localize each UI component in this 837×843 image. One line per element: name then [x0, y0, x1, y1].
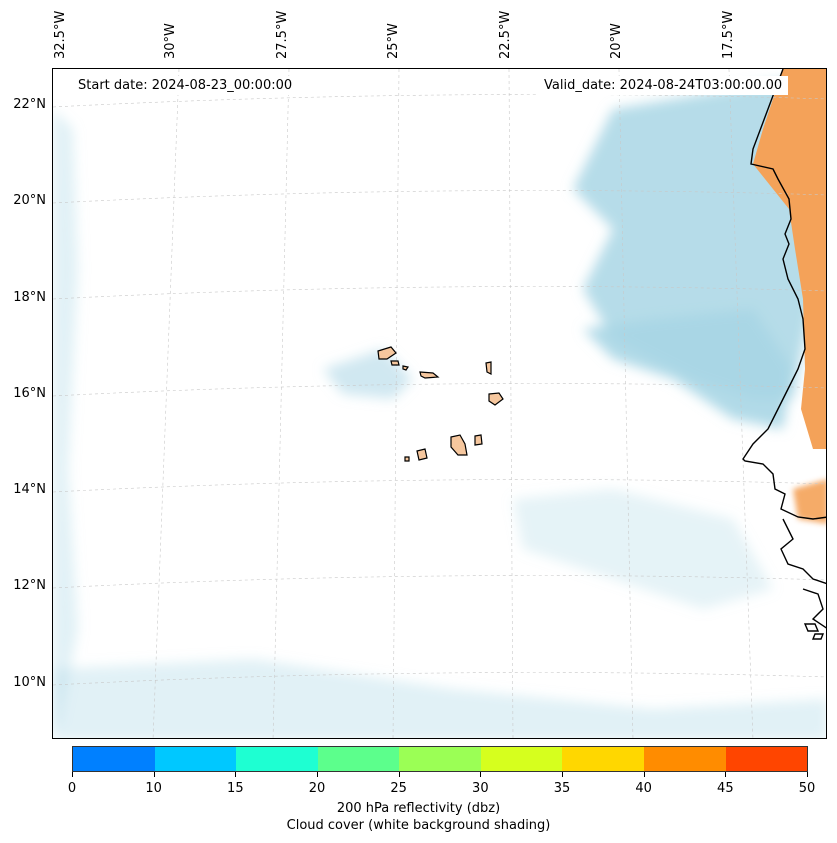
gridline-lon-17.5w — [728, 69, 754, 738]
cloud-area-south-band — [53, 659, 826, 738]
colorbar-segment-0 — [73, 747, 155, 771]
lat-label-18n: 18°N — [13, 290, 46, 305]
island-brava — [404, 456, 410, 462]
lon-label-22.5w: 22.5°W — [498, 10, 513, 59]
colorbar-segment-8 — [725, 747, 808, 771]
island-fogo — [416, 448, 428, 461]
colorbar-tick-label-15: 15 — [227, 781, 244, 796]
colorbar-tick-label-10: 10 — [145, 781, 162, 796]
bijagos-islands — [803, 623, 825, 640]
map-canvas — [53, 69, 826, 738]
gridline-lon-30w — [152, 69, 180, 738]
colorbar-title: 200 hPa reflectivity (dbz) — [336, 801, 501, 816]
island-sal — [485, 361, 492, 375]
colorbar-subtitle: Cloud cover (white background shading) — [286, 818, 551, 833]
colorbar-tick-label-45: 45 — [717, 781, 734, 796]
lat-label-16n: 16°N — [13, 386, 46, 401]
lat-label-14n: 14°N — [13, 482, 46, 497]
coastline-guinea-south — [802, 588, 826, 629]
gridline-lon-25w — [392, 69, 400, 738]
gridline-lon-22.5w — [508, 69, 514, 738]
cloud-cover-shading — [53, 79, 826, 738]
colorbar-tick-50 — [807, 772, 808, 777]
lat-label-20n: 20°N — [13, 193, 46, 208]
gridline-lon-20w — [618, 69, 634, 738]
colorbar-tick-label-30: 30 — [472, 781, 489, 796]
lon-label-20w: 20°W — [609, 23, 624, 59]
graticule — [53, 69, 826, 738]
colorbar-segment-6 — [562, 747, 644, 771]
colorbar-segment-3 — [317, 747, 400, 771]
colorbar-segment-4 — [399, 747, 481, 771]
colorbar-segment-7 — [643, 747, 726, 771]
colorbar-tick-label-35: 35 — [553, 781, 571, 796]
lon-label-32.5w: 32.5°W — [53, 10, 68, 59]
colorbar-tick-20 — [317, 772, 318, 777]
coastline-africa — [742, 69, 826, 640]
gridline-lon-27.5w — [272, 69, 290, 738]
island-santiago — [450, 434, 468, 456]
cloud-area-east-band — [583, 309, 793, 429]
lat-label-22n: 22°N — [13, 97, 46, 112]
colorbar-tick-25 — [398, 772, 400, 777]
colorbar-tick-35 — [562, 772, 563, 777]
lon-label-17.5w: 17.5°W — [721, 10, 736, 59]
cloud-area-west-edge — [53, 109, 78, 729]
coastline-gambia-guinea — [780, 518, 826, 585]
colorbar — [72, 746, 808, 772]
map-panel[interactable] — [52, 68, 827, 739]
colorbar-tick-label-40: 40 — [635, 781, 652, 796]
island-sao-vicente — [390, 360, 400, 366]
colorbar-tick-0 — [72, 772, 73, 777]
colorbar-tick-10 — [153, 772, 155, 777]
colorbar-tick-45 — [725, 772, 727, 777]
colorbar-tick-15 — [235, 772, 237, 777]
reflectivity-area-south — [793, 479, 826, 524]
lat-label-10n: 10°N — [13, 675, 46, 690]
colorbar-tick-40 — [643, 772, 645, 777]
start-date-label: Start date: 2024-08-23_00:00:00 — [72, 76, 299, 95]
colorbar-segment-1 — [154, 747, 237, 771]
colorbar-segment-2 — [236, 747, 318, 771]
reflectivity-area-north — [753, 69, 826, 449]
lon-label-25w: 25°W — [386, 23, 401, 59]
cape-verde-islands — [377, 346, 504, 462]
island-maio — [474, 434, 483, 446]
colorbar-tick-30 — [480, 772, 482, 777]
valid-date-label: Valid_date: 2024-08-24T03:00:00.00 — [538, 76, 789, 95]
island-santa-luzia — [402, 365, 409, 371]
lat-label-12n: 12°N — [13, 578, 46, 593]
coastline-west-africa — [742, 69, 826, 520]
colorbar-tick-label-20: 20 — [308, 781, 326, 796]
island-sao-nicolau — [419, 371, 440, 379]
colorbar-segment-5 — [480, 747, 563, 771]
lon-label-30w: 30°W — [163, 23, 178, 59]
colorbar-tick-label-25: 25 — [390, 781, 407, 796]
lon-label-27.5w: 27.5°W — [275, 10, 290, 59]
colorbar-tick-label-50: 50 — [798, 781, 816, 796]
reflectivity-shading — [753, 69, 826, 524]
island-santo-antao — [377, 346, 397, 360]
cloud-area-cape-verde — [323, 349, 413, 399]
gridline-lat-14n — [53, 479, 826, 493]
cloud-area-southeast — [513, 489, 773, 609]
island-boa-vista — [488, 392, 504, 406]
colorbar-tick-label-0: 0 — [67, 781, 77, 796]
